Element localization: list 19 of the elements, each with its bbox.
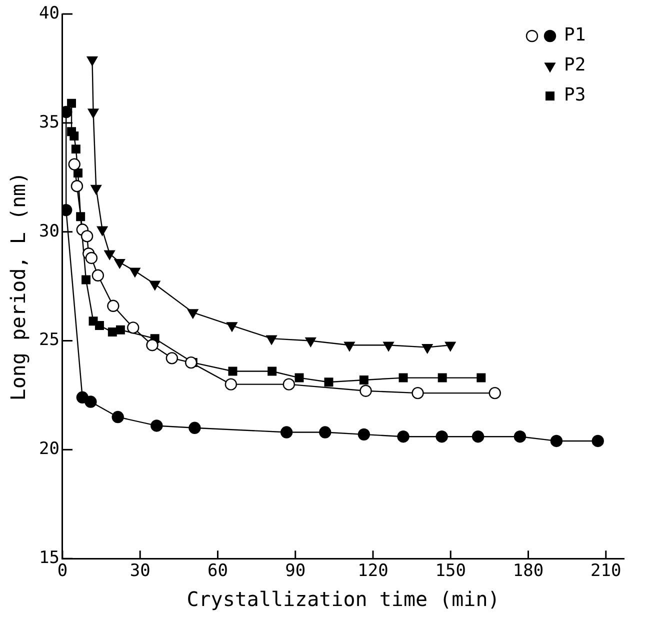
x-tick-label: 0 [57, 561, 68, 582]
x-axis-title: Crystallization time (min) [186, 587, 500, 612]
x-tick-label: 30 [130, 561, 150, 582]
y-tick-label: 15 [38, 548, 60, 568]
x-tick-label: 180 [512, 561, 544, 582]
x-tick-label: 120 [358, 561, 388, 582]
y-tick-label: 40 [38, 3, 60, 24]
x-tick-label: 60 [207, 561, 228, 582]
y-tick-label: 25 [38, 330, 60, 350]
x-tick-label: 90 [285, 561, 306, 582]
legend-label: P1 [564, 24, 586, 46]
y-tick-label: 30 [38, 221, 60, 242]
x-tick-label: 150 [435, 561, 466, 582]
x-tick-label: 210 [590, 561, 622, 582]
legend-label: P3 [564, 84, 586, 106]
y-tick-label: 35 [38, 112, 60, 132]
y-tick-label: 20 [38, 439, 60, 460]
legend-label: P2 [564, 54, 586, 76]
y-axis-title: Long period, L (nm) [6, 172, 30, 401]
